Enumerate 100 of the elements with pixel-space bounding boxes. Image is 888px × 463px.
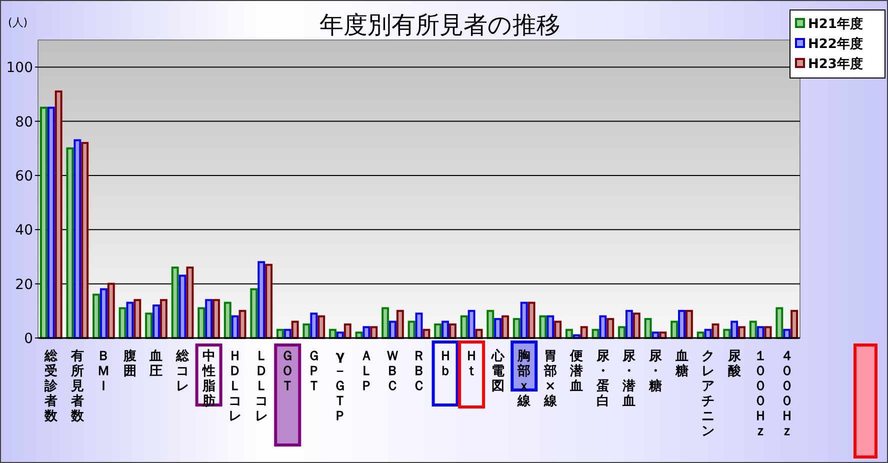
x-tick-label: ＬＤＬコレ [254,349,268,424]
bar [606,318,614,339]
bar [749,320,757,339]
bar [92,294,100,339]
bar [528,302,536,339]
y-tick-label: 60 [15,168,33,184]
x-tick-label: 総コレ [175,349,190,394]
x-tick-label: ＨＤＬコレ [228,349,242,424]
bar [502,315,509,339]
x-tick-label: 血糖 [674,349,688,379]
bar [449,323,456,339]
bar [126,302,134,339]
x-tick-label: ＲＢＣ [412,349,426,394]
x-tick-label: ４０００Ｈｚ [780,349,794,439]
bar [310,312,318,339]
y-tick-label: 20 [15,276,33,293]
bar [730,320,738,339]
x-tick-label: Ｈｔ [465,349,478,379]
x-tick-label: 血圧 [148,349,163,379]
x-tick-label: 尿・潜血 [622,349,637,409]
bar [258,261,266,339]
bar [205,299,213,339]
bar [145,312,153,339]
bar [47,106,55,339]
bar [776,307,784,339]
bar [539,315,547,339]
bar [599,315,607,339]
x-tick-label: 胃部×線 [542,349,558,409]
bar [74,139,82,339]
bar [81,142,89,339]
bar [415,312,423,339]
bar [408,320,416,339]
bar [512,318,520,339]
bar [66,147,74,339]
bar [644,318,652,339]
bar [520,302,528,339]
bar [224,302,232,339]
bar [468,310,476,339]
bar [546,315,554,339]
bar [790,310,798,339]
bar [685,310,693,339]
bar [107,282,115,339]
text: (人) [8,16,28,29]
x-tick-label: 有所見者数 [70,349,85,424]
bar [238,310,246,339]
bar [362,326,370,339]
bar [442,320,449,339]
bar [764,326,772,339]
x-tick-label: Ｈｂ [438,349,452,379]
bar [231,315,239,339]
bar [618,326,626,339]
legend-label: H22年度 [808,36,863,52]
bar [250,288,258,339]
bar [389,320,396,339]
bar [186,266,194,339]
x-tick-label: １０００Ｈｚ [754,349,768,439]
bar [152,304,160,339]
bar [460,315,468,339]
bar [160,299,168,339]
bar [580,326,588,339]
bar [554,320,562,339]
bar [396,310,404,339]
x-tick-label: 便潜血 [569,349,584,394]
bar [344,323,352,339]
x-tick-label: ＧＯＴ [281,349,294,394]
bar [171,266,179,339]
bar [494,318,502,339]
bar [198,307,206,339]
x-tick-label: 腹囲 [122,349,136,379]
bar [486,310,494,339]
bar [382,307,389,339]
legend-label: H23年度 [808,56,863,72]
bar [625,310,633,339]
bar [632,312,640,339]
y-tick-label: 100 [6,60,33,76]
x-tick-label: 尿・糖 [648,349,663,394]
x-tick-label: ＢＭＩ [97,349,110,394]
x-tick-label: ＧＰＴ [307,349,320,394]
x-tick-label: ＷＢＣ [386,349,400,394]
chart-title: 年度別有所見者の推移 [320,11,560,39]
bar [318,315,326,339]
x-tick-label: ＡＬＰ [360,349,373,394]
x-tick-label: γ－ＧＴＰ [334,349,347,424]
bar [40,106,48,339]
bar [434,323,442,339]
y-tick-label: 0 [24,331,33,347]
bar [265,264,273,339]
y-tick-label: 40 [15,222,33,239]
bar [678,310,686,339]
legend-label: H21年度 [808,16,863,32]
bar [302,323,310,339]
x-tick-label: クレアチニン [702,349,715,439]
x-tick-label: 心電図 [490,348,506,394]
x-tick-label: 尿・蛋白 [595,349,610,409]
bar [738,326,746,339]
bar [370,326,378,339]
bar [178,274,186,339]
x-tick-label: 総受診者数 [44,349,59,424]
bar [756,326,764,339]
bar [670,320,678,339]
